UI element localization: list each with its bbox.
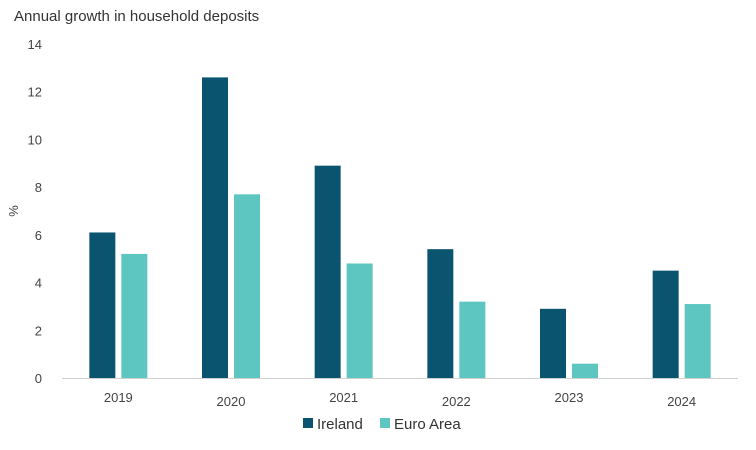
chart-title: Annual growth in household deposits — [14, 8, 260, 25]
y-tick-label: 6 — [35, 228, 42, 243]
x-tick-label: 2024 — [667, 394, 696, 409]
y-tick-label: 10 — [28, 132, 42, 147]
x-tick-label: 2023 — [555, 390, 584, 405]
bar-euro-area-2019 — [121, 253, 148, 378]
y-tick-label: 0 — [35, 371, 42, 386]
bar-ireland-2023 — [540, 308, 566, 378]
legend-label: Euro Area — [394, 416, 461, 433]
legend-swatch — [380, 418, 390, 428]
bar-ireland-2019 — [89, 232, 116, 378]
bars — [89, 77, 711, 379]
x-tick-label: 2020 — [217, 394, 246, 409]
y-axis-label: % — [6, 205, 21, 217]
x-axis: 2019 2020 2021 2022 2023 2024 — [62, 378, 738, 409]
y-axis: 0 2 4 6 8 10 12 14% — [6, 37, 42, 386]
legend-label: Ireland — [317, 416, 363, 433]
y-tick-label: 8 — [35, 180, 42, 195]
bar-ireland-2022 — [427, 249, 454, 378]
bar-euro-area-2022 — [459, 301, 486, 378]
y-tick-label: 12 — [28, 85, 42, 100]
bar-euro-area-2020 — [234, 194, 260, 378]
x-tick-label: 2019 — [104, 390, 133, 405]
bar-euro-area-2023 — [572, 363, 598, 378]
legend: Ireland Euro Area — [303, 416, 461, 433]
bar-euro-area-2021 — [346, 263, 373, 378]
x-tick-label: 2021 — [329, 390, 358, 405]
bar-ireland-2024 — [652, 270, 679, 378]
x-tick-label: 2022 — [442, 394, 471, 409]
y-tick-label: 2 — [35, 323, 42, 338]
legend-swatch — [303, 418, 313, 428]
y-tick-label: 14 — [28, 37, 42, 52]
bar-ireland-2021 — [314, 165, 341, 378]
bar-euro-area-2024 — [684, 304, 711, 378]
y-tick-label: 4 — [35, 276, 42, 291]
bar-ireland-2020 — [202, 77, 228, 379]
